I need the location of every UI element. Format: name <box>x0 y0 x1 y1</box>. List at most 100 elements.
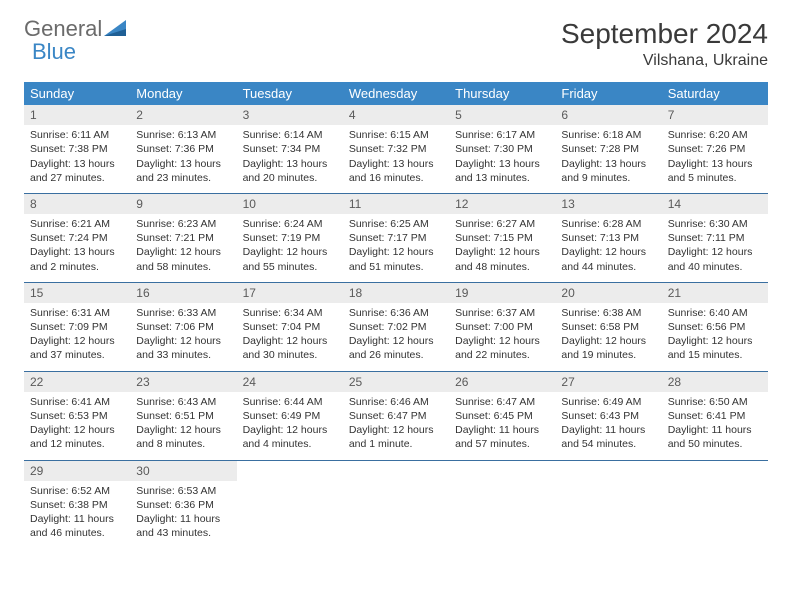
sunset-line: Sunset: 6:41 PM <box>668 409 762 423</box>
daylight-line1: Daylight: 12 hours <box>136 423 230 437</box>
day-number: 21 <box>662 283 768 303</box>
sunrise-line: Sunrise: 6:49 AM <box>561 395 655 409</box>
daylight-line1: Daylight: 11 hours <box>136 512 230 526</box>
day-body: Sunrise: 6:11 AMSunset: 7:38 PMDaylight:… <box>24 125 130 193</box>
sunrise-line: Sunrise: 6:53 AM <box>136 484 230 498</box>
daylight-line2: and 57 minutes. <box>455 437 549 451</box>
week-row: 8 Sunrise: 6:21 AMSunset: 7:24 PM Daylight… <box>24 194 768 282</box>
sunrise-line: Sunrise: 6:31 AM <box>30 306 124 320</box>
sunrise-line: Sunrise: 6:46 AM <box>349 395 443 409</box>
sunrise-line: Sunrise: 6:24 AM <box>243 217 337 231</box>
day-number: 19 <box>449 283 555 303</box>
day-cell: 3Sunrise: 6:14 AMSunset: 7:34 PMDaylight… <box>237 105 343 193</box>
day-cell: 4Sunrise: 6:15 AMSunset: 7:32 PMDaylight… <box>343 105 449 193</box>
sunrise-line: Sunrise: 6:21 AM <box>30 217 124 231</box>
daylight-line1: Daylight: 11 hours <box>561 423 655 437</box>
weekday-header: Tuesday <box>237 82 343 105</box>
day-cell: 21Sunrise: 6:40 AMSunset: 6:56 PMDayligh… <box>662 283 768 371</box>
week-row: 29Sunrise: 6:52 AMSunset: 6:38 PMDayligh… <box>24 461 768 549</box>
day-body: Sunrise: 6:18 AMSunset: 7:28 PMDaylight:… <box>555 125 661 193</box>
daylight-line1: Daylight: 12 hours <box>30 423 124 437</box>
day-body: Sunrise: 6:27 AMSunset: 7:15 PMDaylight:… <box>449 214 555 282</box>
day-number: 10 <box>237 194 343 214</box>
daylight-line2: and 27 minutes. <box>30 171 124 185</box>
daylight-line2: and 22 minutes. <box>455 348 549 362</box>
sunset-line: Sunset: 7:13 PM <box>561 231 655 245</box>
day-body: Sunrise: 6:49 AMSunset: 6:43 PMDaylight:… <box>555 392 661 460</box>
day-cell: 5Sunrise: 6:17 AMSunset: 7:30 PMDaylight… <box>449 105 555 193</box>
day-cell: 2Sunrise: 6:13 AMSunset: 7:36 PMDaylight… <box>130 105 236 193</box>
sunrise-line: Sunrise: 6:43 AM <box>136 395 230 409</box>
daylight-line1: Daylight: 12 hours <box>561 334 655 348</box>
brand-logo: General Blue <box>24 18 128 64</box>
day-cell: 19Sunrise: 6:37 AMSunset: 7:00 PMDayligh… <box>449 283 555 371</box>
daylight-line2: and 15 minutes. <box>668 348 762 362</box>
sunrise-line: Sunrise: 6:30 AM <box>668 217 762 231</box>
sunset-line: Sunset: 6:49 PM <box>243 409 337 423</box>
sunset-line: Sunset: 7:30 PM <box>455 142 549 156</box>
day-cell: 18Sunrise: 6:36 AMSunset: 7:02 PMDayligh… <box>343 283 449 371</box>
daylight-line2: and 26 minutes. <box>349 348 443 362</box>
daylight-line1: Daylight: 13 hours <box>349 157 443 171</box>
day-cell: 13Sunrise: 6:28 AMSunset: 7:13 PMDayligh… <box>555 194 661 282</box>
weekday-header: Thursday <box>449 82 555 105</box>
sunset-line: Sunset: 6:45 PM <box>455 409 549 423</box>
day-body: Sunrise: 6:50 AMSunset: 6:41 PMDaylight:… <box>662 392 768 460</box>
daylight-line2: and 1 minute. <box>349 437 443 451</box>
day-body: Sunrise: 6:34 AMSunset: 7:04 PMDaylight:… <box>237 303 343 371</box>
day-cell: 7Sunrise: 6:20 AMSunset: 7:26 PMDaylight… <box>662 105 768 193</box>
daylight-line1: Daylight: 12 hours <box>455 334 549 348</box>
week-row: 22Sunrise: 6:41 AMSunset: 6:53 PMDayligh… <box>24 372 768 460</box>
day-number: 24 <box>237 372 343 392</box>
daylight-line1: Daylight: 12 hours <box>136 334 230 348</box>
day-cell: 14Sunrise: 6:30 AMSunset: 7:11 PMDayligh… <box>662 194 768 282</box>
day-cell: 20Sunrise: 6:38 AMSunset: 6:58 PMDayligh… <box>555 283 661 371</box>
day-body: Sunrise: 6:14 AMSunset: 7:34 PMDaylight:… <box>237 125 343 193</box>
day-cell: 11Sunrise: 6:25 AMSunset: 7:17 PMDayligh… <box>343 194 449 282</box>
daylight-line1: Daylight: 13 hours <box>30 157 124 171</box>
day-number: 15 <box>24 283 130 303</box>
day-cell: 28Sunrise: 6:50 AMSunset: 6:41 PMDayligh… <box>662 372 768 460</box>
day-number: 20 <box>555 283 661 303</box>
sunset-line: Sunset: 7:04 PM <box>243 320 337 334</box>
daylight-line2: and 43 minutes. <box>136 526 230 540</box>
sunset-line: Sunset: 7:28 PM <box>561 142 655 156</box>
day-number: 7 <box>662 105 768 125</box>
daylight-line1: Daylight: 13 hours <box>243 157 337 171</box>
daylight-line1: Daylight: 12 hours <box>349 245 443 259</box>
weekday-header: Saturday <box>662 82 768 105</box>
day-cell: 30Sunrise: 6:53 AMSunset: 6:36 PMDayligh… <box>130 461 236 549</box>
sunset-line: Sunset: 7:32 PM <box>349 142 443 156</box>
sunset-line: Sunset: 7:24 PM <box>30 231 124 245</box>
sunrise-line: Sunrise: 6:11 AM <box>30 128 124 142</box>
day-cell: 24Sunrise: 6:44 AMSunset: 6:49 PMDayligh… <box>237 372 343 460</box>
sunset-line: Sunset: 7:19 PM <box>243 231 337 245</box>
daylight-line1: Daylight: 12 hours <box>136 245 230 259</box>
sunset-line: Sunset: 6:53 PM <box>30 409 124 423</box>
day-number: 23 <box>130 372 236 392</box>
weekday-header: Monday <box>130 82 236 105</box>
sunrise-line: Sunrise: 6:47 AM <box>455 395 549 409</box>
sunrise-line: Sunrise: 6:18 AM <box>561 128 655 142</box>
day-number: 8 <box>24 194 130 214</box>
day-cell: 8Sunrise: 6:21 AMSunset: 7:24 PMDaylight… <box>24 194 130 282</box>
day-body: Sunrise: 6:41 AMSunset: 6:53 PMDaylight:… <box>24 392 130 460</box>
daylight-line1: Daylight: 12 hours <box>349 423 443 437</box>
daylight-line2: and 12 minutes. <box>30 437 124 451</box>
daylight-line1: Daylight: 11 hours <box>455 423 549 437</box>
sunset-line: Sunset: 7:34 PM <box>243 142 337 156</box>
sunrise-line: Sunrise: 6:17 AM <box>455 128 549 142</box>
day-body: Sunrise: 6:46 AMSunset: 6:47 PMDaylight:… <box>343 392 449 460</box>
day-cell: 29Sunrise: 6:52 AMSunset: 6:38 PMDayligh… <box>24 461 130 549</box>
sunset-line: Sunset: 6:56 PM <box>668 320 762 334</box>
day-number: 14 <box>662 194 768 214</box>
sunset-line: Sunset: 6:36 PM <box>136 498 230 512</box>
title-block: September 2024 Vilshana, Ukraine <box>561 18 768 70</box>
day-body: Sunrise: 6:13 AMSunset: 7:36 PMDaylight:… <box>130 125 236 193</box>
day-body: Sunrise: 6:43 AMSunset: 6:51 PMDaylight:… <box>130 392 236 460</box>
daylight-line2: and 50 minutes. <box>668 437 762 451</box>
day-number: 25 <box>343 372 449 392</box>
day-body: Sunrise: 6:25 AMSunset: 7:17 PMDaylight:… <box>343 214 449 282</box>
day-cell: 22Sunrise: 6:41 AMSunset: 6:53 PMDayligh… <box>24 372 130 460</box>
weekday-header: Friday <box>555 82 661 105</box>
